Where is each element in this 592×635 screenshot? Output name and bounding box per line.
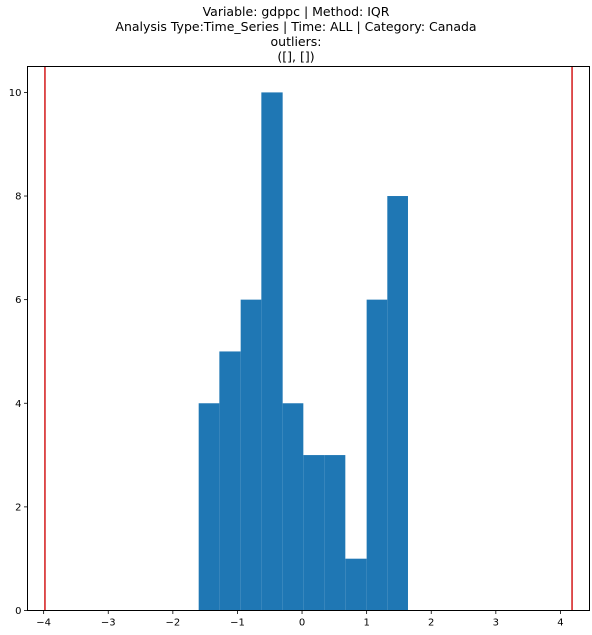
chart-title: Variable: gdppc | Method: IQR Analysis T…: [0, 4, 592, 64]
title-line-4: ([], []): [277, 49, 315, 64]
x-tick-label: 1: [363, 618, 369, 629]
x-tick-label: 2: [428, 618, 434, 629]
histogram-bar-2: [219, 351, 241, 611]
y-tick-label: 0: [15, 606, 21, 617]
y-tick-label: 4: [15, 399, 21, 410]
histogram-bar-8: [345, 558, 367, 611]
bars-group: [198, 92, 408, 611]
title-line-2: Analysis Type:Time_Series | Time: ALL | …: [115, 19, 477, 34]
histogram-bar-10: [387, 196, 408, 611]
y-tick-label: 6: [15, 295, 21, 306]
histogram-bar-3: [240, 299, 262, 611]
histogram-bar-7: [324, 455, 346, 611]
y-axis: 0 2 4 6 8 10: [9, 88, 28, 617]
x-tick-label: 0: [299, 618, 305, 629]
y-tick-label: 10: [9, 88, 22, 99]
histogram-bar-6: [303, 455, 325, 611]
histogram-bar-4: [261, 92, 283, 611]
x-tick-label: −2: [165, 618, 180, 629]
y-tick-label: 8: [15, 192, 21, 203]
y-tick-label: 2: [15, 502, 21, 513]
plot-frame: [27, 66, 590, 611]
histogram-bar-5: [282, 403, 304, 611]
x-tick-label: −3: [101, 618, 116, 629]
title-line-1: Variable: gdppc | Method: IQR: [202, 4, 390, 19]
x-tick-label: −1: [230, 618, 245, 629]
threshold-lines-group: [44, 66, 573, 611]
x-tick-label: 4: [557, 618, 563, 629]
title-line-3: outliers:: [270, 34, 322, 49]
x-axis: −4 −3 −2 −1 0 1 2 3 4: [36, 610, 564, 629]
histogram-bar-1: [198, 403, 220, 611]
x-tick-label: −4: [36, 618, 51, 629]
histogram-bar-9: [366, 299, 388, 611]
x-tick-label: 3: [493, 618, 499, 629]
